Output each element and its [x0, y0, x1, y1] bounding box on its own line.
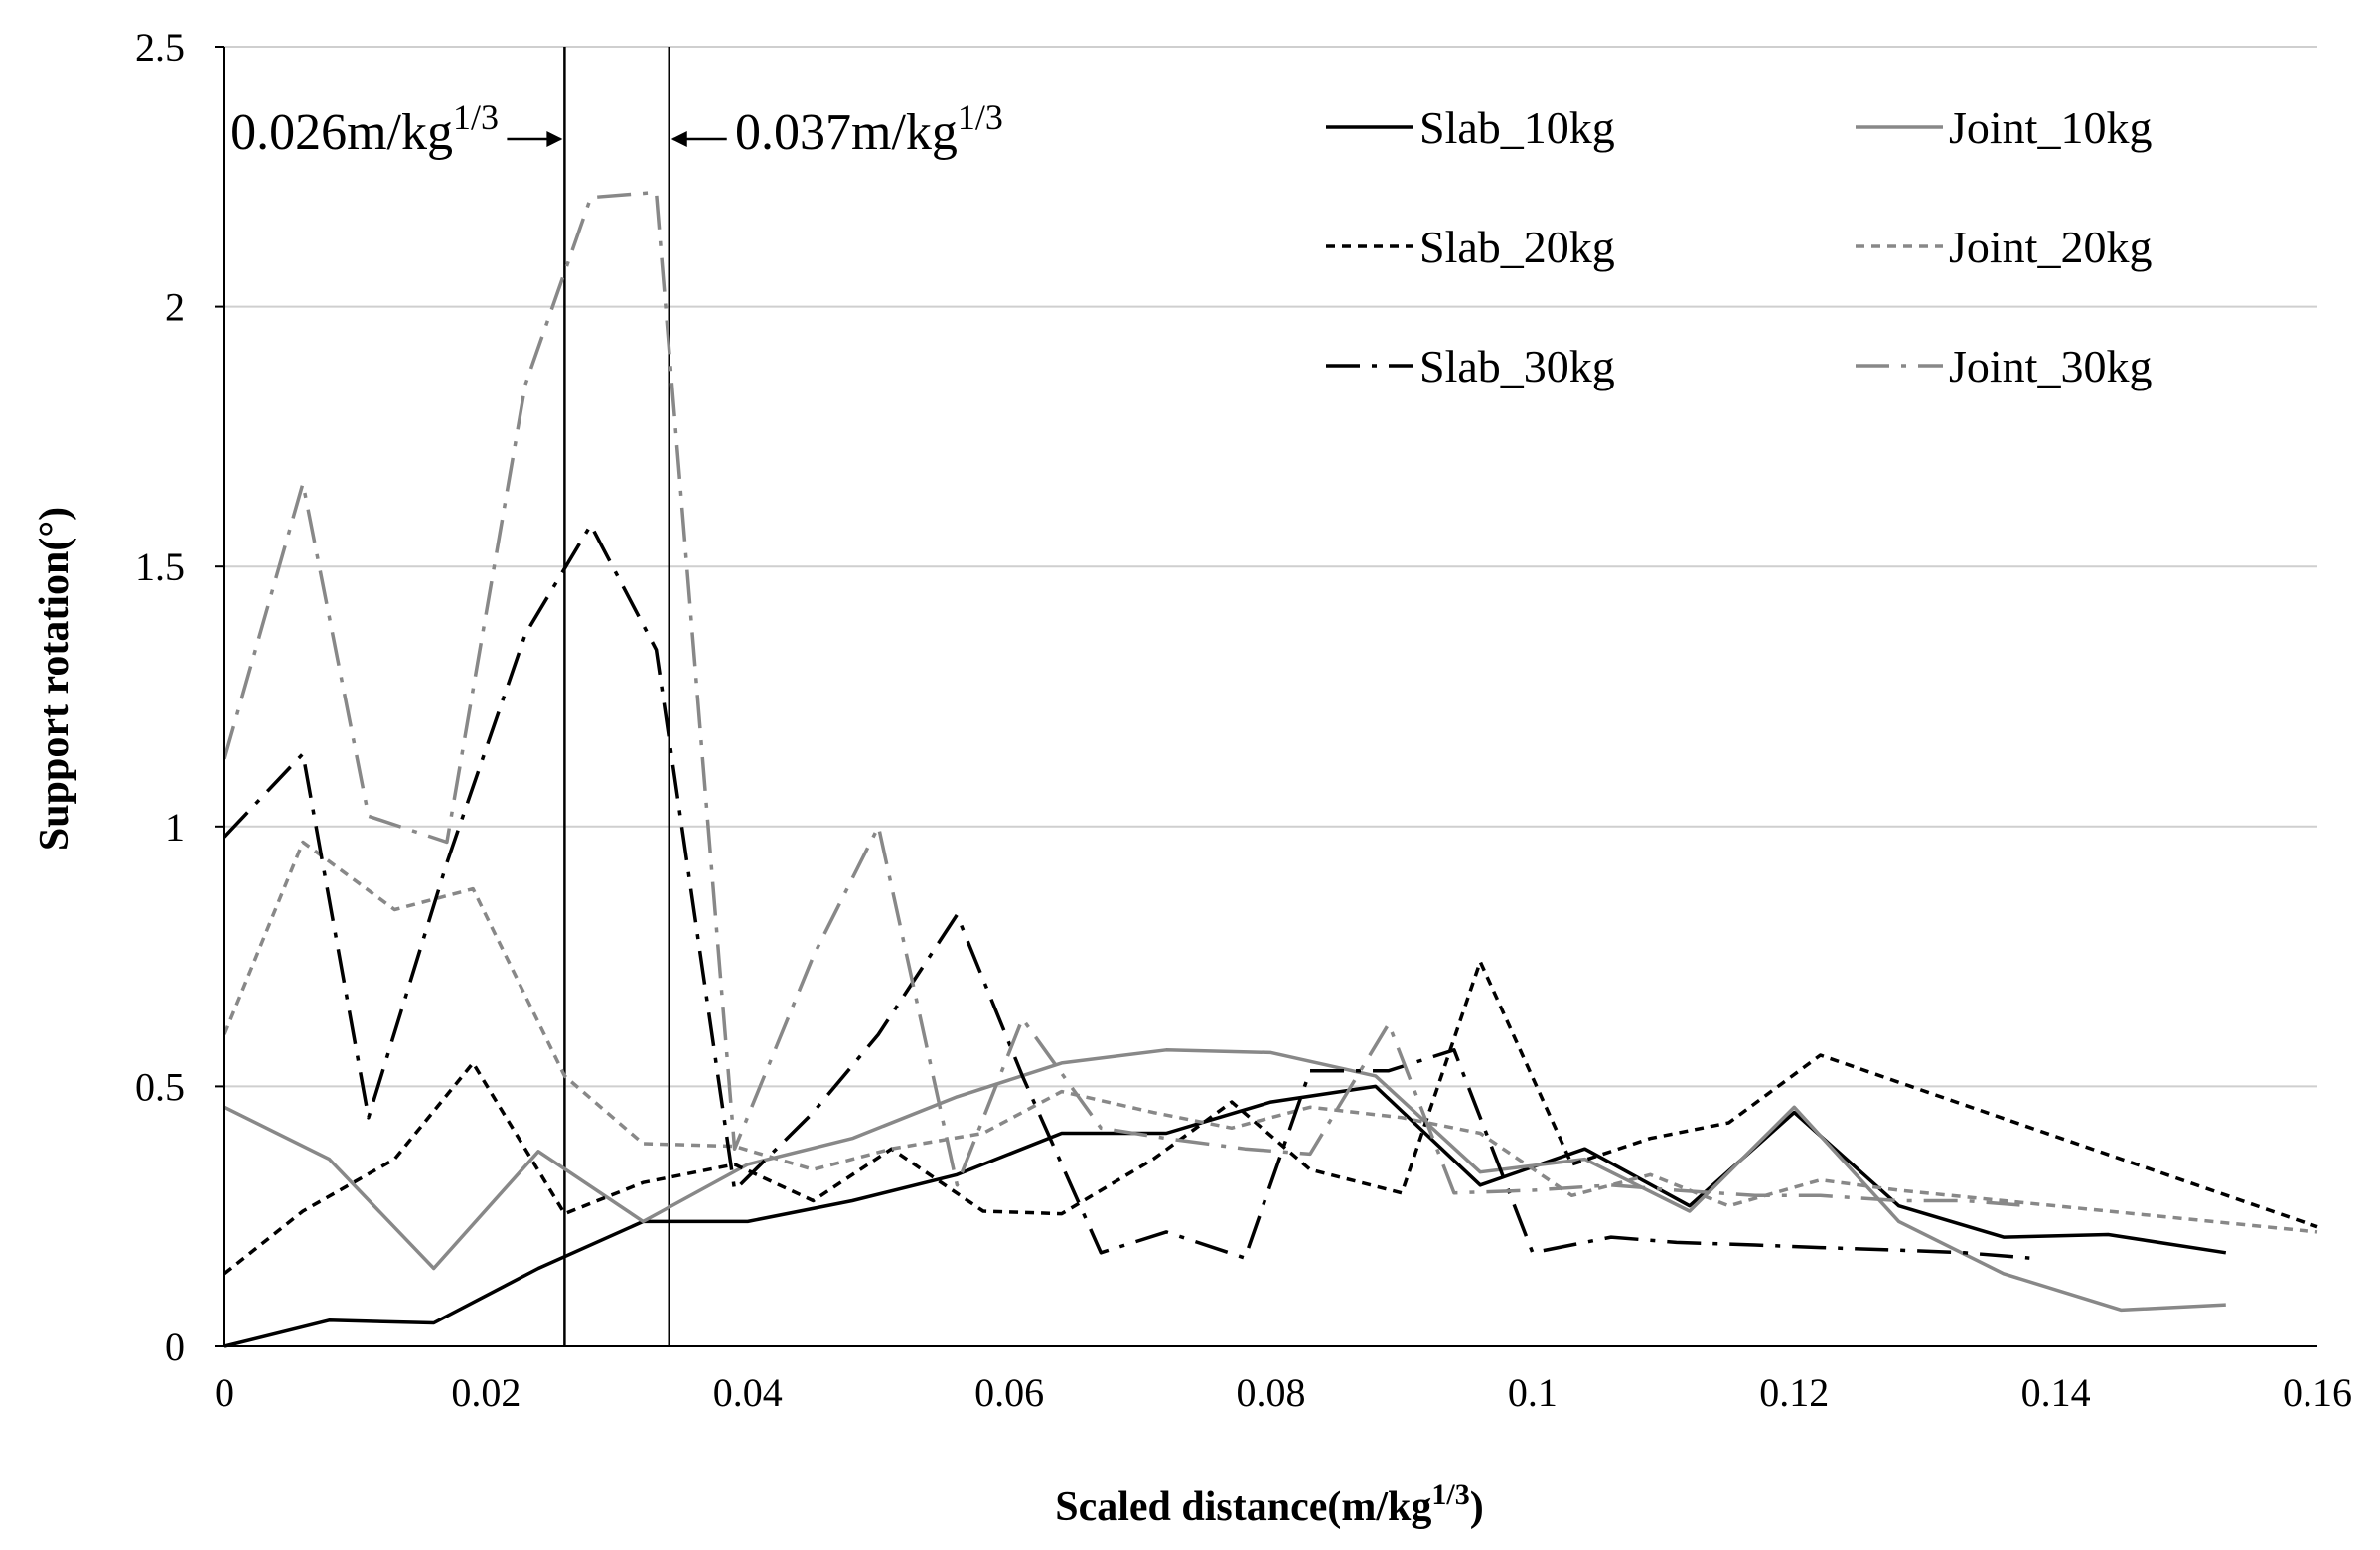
series-slab-10kg — [223, 1084, 2227, 1348]
legend-item-joint-30kg: Joint_30kg — [1856, 341, 2152, 391]
y-tick-label-0: 0 — [165, 1324, 185, 1369]
reference-lines — [507, 47, 727, 1346]
gridlines — [224, 46, 2317, 1088]
x-tick-label-5: 0.1 — [1508, 1370, 1558, 1415]
legend-item-slab-10kg: Slab_10kg — [1326, 102, 1615, 153]
y-axis-title: Support rotation(°) — [32, 507, 77, 851]
legend-item-slab-20kg: Slab_20kg — [1326, 222, 1615, 272]
x-tick-label-1: 0.02 — [451, 1370, 521, 1415]
series-slab-20kg — [223, 960, 2318, 1276]
reference-arrow-0 — [507, 131, 563, 147]
legend-label: Slab_10kg — [1419, 102, 1615, 153]
x-tick-label-7: 0.14 — [2021, 1370, 2091, 1415]
legend-label: Joint_20kg — [1949, 222, 2152, 272]
series-lines — [223, 190, 2318, 1348]
y-tick-label-3: 1.5 — [135, 544, 185, 589]
x-tick-label-4: 0.08 — [1237, 1370, 1306, 1415]
legend-item-joint-20kg: Joint_20kg — [1856, 222, 2152, 272]
legend-label: Slab_20kg — [1419, 222, 1615, 272]
legend-item-joint-10kg: Joint_10kg — [1856, 102, 2152, 153]
y-tick-label-1: 0.5 — [135, 1064, 185, 1109]
y-tick-label-2: 1 — [165, 805, 185, 850]
x-tick-label-0: 0 — [215, 1370, 234, 1415]
x-axis-title: Scaled distance(m/kg1/3) — [1055, 1478, 1484, 1530]
y-tick-label-4: 2 — [165, 285, 185, 330]
legend-label: Slab_30kg — [1419, 341, 1615, 391]
legend: Slab_10kg Slab_20kg Slab_30kg Joint_10kg Joi… — [1326, 102, 2152, 391]
legend-item-slab-30kg: Slab_30kg — [1326, 341, 1615, 391]
annotation-right: 0.037m/kg1/3 — [735, 97, 1003, 161]
y-tick-label-5: 2.5 — [135, 25, 185, 70]
annotations: 0.026m/kg1/3 0.037m/kg1/3 — [230, 97, 1003, 161]
axes — [215, 46, 2317, 1347]
series-slab-30kg — [223, 523, 2030, 1260]
annotation-left: 0.026m/kg1/3 — [230, 97, 499, 161]
x-tick-label-8: 0.16 — [2283, 1370, 2352, 1415]
series-joint-10kg — [223, 1048, 2226, 1313]
reference-arrow-1 — [670, 131, 727, 147]
series-joint-30kg — [223, 190, 2030, 1208]
x-tick-labels: 0 0.02 0.04 0.06 0.08 0.1 0.12 0.14 0.16 — [215, 1370, 2352, 1415]
x-tick-label-6: 0.12 — [1759, 1370, 1829, 1415]
y-tick-labels: 0 0.5 1 1.5 2 2.5 — [135, 25, 185, 1369]
x-tick-label-2: 0.04 — [713, 1370, 783, 1415]
legend-label: Joint_10kg — [1949, 102, 2152, 153]
legend-label: Joint_30kg — [1949, 341, 2152, 391]
x-tick-label-3: 0.06 — [974, 1370, 1044, 1415]
